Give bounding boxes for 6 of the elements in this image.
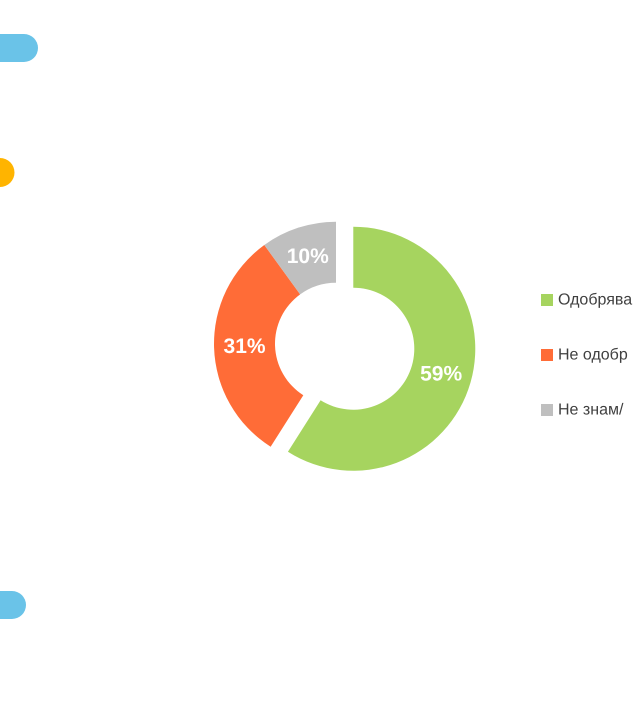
legend-label: Одобрява xyxy=(558,292,632,308)
legend-label: Не одобр xyxy=(558,346,628,364)
data-label: 31% xyxy=(224,335,266,358)
legend-label: Не знам/ xyxy=(558,402,624,418)
data-label: 59% xyxy=(420,362,462,386)
data-label: 10% xyxy=(286,245,330,268)
